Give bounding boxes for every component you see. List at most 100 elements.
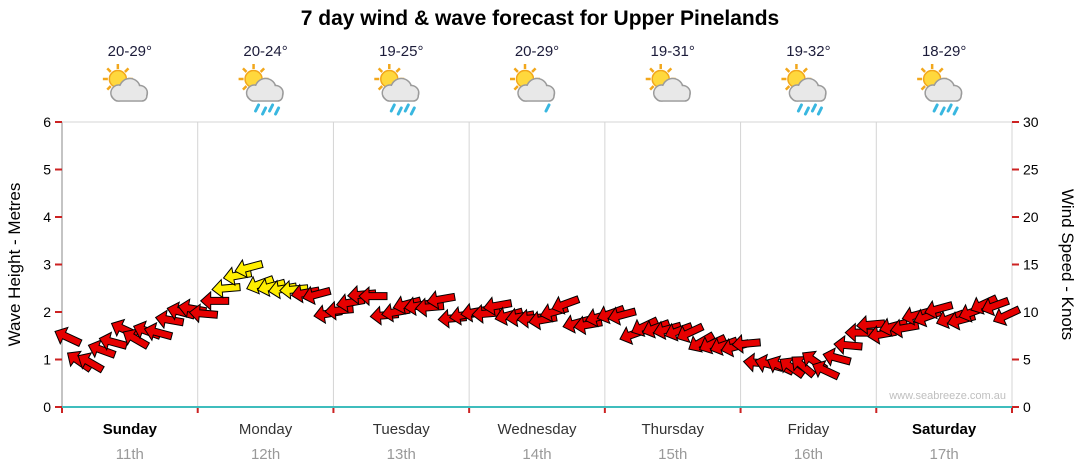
weather-icon-showers [917, 64, 963, 116]
sun-ray [531, 67, 537, 73]
right-tick-label: 10 [1023, 304, 1039, 320]
sun-ray [938, 67, 944, 73]
weather-icon-showers [238, 64, 284, 116]
day-date: 13th [387, 446, 416, 463]
temperature-range: 20-29° [108, 43, 152, 60]
cloud-icon [792, 91, 825, 101]
raindrop-icon [274, 106, 281, 116]
sun-ray [802, 67, 808, 73]
temperature-range: 19-25° [379, 43, 423, 60]
right-axis-title: Wind Speed - Knots [1058, 189, 1077, 340]
day-name: Sunday [103, 421, 158, 438]
raindrop-icon [810, 103, 817, 113]
temperature-range: 19-32° [786, 43, 830, 60]
left-tick-label: 0 [43, 399, 51, 415]
raindrop-icon [396, 106, 403, 116]
day-name: Thursday [641, 421, 704, 438]
day-name: Tuesday [373, 421, 430, 438]
right-tick-label: 30 [1023, 114, 1039, 130]
wind-arrow [234, 258, 264, 279]
day-date: 15th [658, 446, 687, 463]
wind-arrow [812, 359, 841, 381]
cloud-icon [113, 91, 146, 101]
wind-arrow [676, 322, 705, 344]
day-date: 16th [794, 446, 823, 463]
sun-ray [784, 85, 791, 91]
wind-arrow [358, 285, 388, 307]
wind-arrow [211, 278, 241, 299]
temperature-range: 19-31° [651, 43, 695, 60]
raindrop-icon [803, 106, 810, 116]
raindrop-icon [816, 106, 823, 116]
right-tick-label: 0 [1023, 399, 1031, 415]
temperature-range: 20-29° [515, 43, 559, 60]
wind-arrow [822, 347, 852, 367]
raindrop-icon [261, 106, 268, 116]
sun-ray [124, 67, 130, 73]
wind-arrow [98, 331, 128, 351]
cloud-icon [520, 91, 554, 101]
sun-ray [242, 85, 248, 91]
wind-arrow [426, 289, 456, 310]
raindrop-icon [939, 106, 946, 116]
day-date: 11th [116, 446, 144, 463]
wind-arrow [924, 299, 954, 320]
sun-ray [395, 67, 401, 73]
raindrop-icon [796, 103, 803, 113]
sun-ray [920, 67, 926, 73]
sun-ray [666, 67, 673, 73]
sun-ray [377, 85, 384, 91]
sun-ray [259, 67, 266, 73]
left-tick-label: 3 [43, 257, 51, 273]
wind-arrow [844, 322, 874, 343]
day-name: Wednesday [498, 421, 577, 438]
watermark: www.seabreeze.com.au [889, 390, 1006, 402]
sun-ray [513, 85, 519, 91]
wind-arrow [855, 314, 886, 335]
day-name: Saturday [912, 421, 977, 438]
cloud-icon [928, 91, 961, 101]
raindrop-icon [254, 103, 261, 113]
left-tick-label: 1 [43, 352, 51, 368]
weather-icon-showers [374, 64, 420, 116]
weather-icon-partly-cloudy [645, 64, 691, 102]
day-date: 14th [522, 446, 551, 463]
wind-arrow [302, 285, 332, 306]
raindrop-icon [403, 103, 410, 113]
left-tick-label: 5 [43, 162, 51, 178]
day-date: 17th [930, 446, 959, 463]
raindrop-icon [952, 106, 959, 116]
wind-arrow [77, 352, 105, 374]
wind-arrow [87, 339, 117, 359]
day-name: Monday [239, 421, 293, 438]
wind-arrow [607, 306, 637, 326]
day-date: 12th [251, 446, 280, 463]
left-tick-label: 2 [43, 304, 51, 320]
left-tick-label: 6 [43, 114, 51, 130]
weather-icon-showers [781, 64, 827, 116]
wind-arrow [551, 295, 581, 315]
wind-arrow [122, 328, 151, 350]
raindrop-icon [946, 103, 953, 113]
wind-arrow [482, 296, 513, 317]
wind-arrow [143, 321, 174, 342]
sun-ray [649, 67, 655, 73]
wind-arrow [188, 303, 219, 324]
cloud-icon [385, 91, 418, 101]
wind-arrow [890, 318, 920, 339]
right-tick-label: 25 [1023, 162, 1039, 178]
wind-arrow [54, 326, 83, 348]
wind-arrow [688, 331, 716, 353]
raindrop-icon [544, 103, 551, 113]
cloud-icon [249, 91, 282, 101]
right-tick-label: 5 [1023, 352, 1031, 368]
wind-arrow [279, 279, 309, 300]
weather-icon-few-showers [510, 64, 556, 113]
sun-ray [106, 67, 112, 73]
temperature-range: 20-24° [243, 43, 287, 60]
wind-arrow [731, 333, 761, 354]
sun-ray [513, 67, 519, 73]
wind-arrow [992, 305, 1022, 326]
